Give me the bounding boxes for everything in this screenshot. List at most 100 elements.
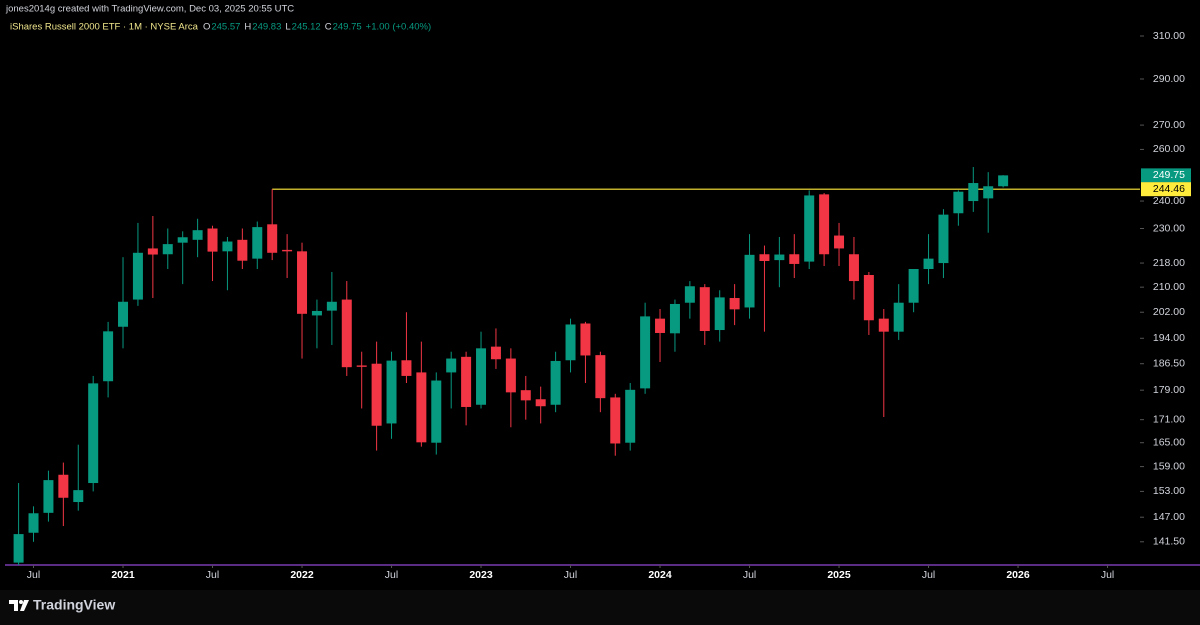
candle-body <box>401 360 412 376</box>
candle-body <box>535 399 546 407</box>
candle-body <box>297 251 308 314</box>
x-tick-label: 2024 <box>648 569 672 581</box>
candle-body <box>923 258 934 270</box>
y-tick-label: 210.00 <box>1153 281 1185 293</box>
candle-body <box>819 194 830 255</box>
y-tick-label: 179.00 <box>1153 384 1185 396</box>
x-tick-label: Jul <box>922 569 935 581</box>
candle-body <box>13 534 24 563</box>
candle-body <box>744 254 755 308</box>
candle-body <box>267 224 278 253</box>
y-tick-label: 202.00 <box>1153 306 1185 318</box>
y-tick-label: 153.00 <box>1153 485 1185 497</box>
candle-body <box>177 237 188 243</box>
x-tick-label: Jul <box>743 569 756 581</box>
y-tick-label: 230.00 <box>1153 222 1185 234</box>
candle-body <box>103 331 114 382</box>
x-tick-label: 2022 <box>290 569 314 581</box>
candle-body <box>580 323 591 356</box>
candle-body <box>446 358 457 373</box>
candle-body <box>789 254 800 264</box>
legend-field-label: O <box>203 22 210 33</box>
candle-body <box>147 248 158 255</box>
last-price-label: 249.75 <box>1153 169 1185 181</box>
reference-price-box <box>1141 182 1191 197</box>
candle-body <box>878 318 889 332</box>
last-price-box <box>1141 168 1191 183</box>
x-tick-label: 2021 <box>111 569 135 581</box>
y-tick-label: 218.00 <box>1153 257 1185 269</box>
candle-body <box>431 380 442 443</box>
legend-field-label: H <box>244 22 251 33</box>
candle-body <box>684 286 695 303</box>
candle-body <box>207 228 218 252</box>
candle-body <box>282 249 293 252</box>
candle-body <box>28 513 39 533</box>
legend-change: +1.00 (+0.40%) <box>366 22 432 33</box>
candle-body <box>505 358 516 393</box>
y-tick-label: 270.00 <box>1153 119 1185 131</box>
candle-body <box>371 363 382 426</box>
legend-field-value: 245.57 <box>211 22 240 33</box>
candle-body <box>953 191 964 214</box>
candle-body <box>461 356 472 407</box>
candle-body <box>595 355 606 399</box>
legend-title: iShares Russell 2000 ETF · 1M · NYSE Arc… <box>10 22 199 33</box>
x-tick-label: 2023 <box>469 569 493 581</box>
candle-body <box>490 346 501 360</box>
y-tick-label: 147.00 <box>1153 511 1185 523</box>
legend-field-value: 249.75 <box>333 22 362 33</box>
candle-body <box>908 269 919 303</box>
candle-body <box>58 474 69 498</box>
legend-field-label: L <box>285 22 290 33</box>
y-tick-label: 165.00 <box>1153 436 1185 448</box>
y-tick-label: 290.00 <box>1153 73 1185 85</box>
candle-body <box>893 302 904 332</box>
footer <box>0 590 1200 625</box>
candle-body <box>565 324 576 361</box>
x-tick-label: Jul <box>564 569 577 581</box>
y-tick-label: 141.50 <box>1153 536 1185 548</box>
candle-body <box>326 301 337 311</box>
candle-body <box>669 303 680 334</box>
candle-body <box>43 480 54 513</box>
brand-logo <box>9 600 29 611</box>
y-tick-label: 240.00 <box>1153 195 1185 207</box>
candle-body <box>938 214 949 264</box>
y-tick-label: 159.00 <box>1153 460 1185 472</box>
y-tick-label: 310.00 <box>1153 30 1185 42</box>
candle-body <box>162 244 173 255</box>
candle-body <box>625 389 636 443</box>
candle-body <box>118 301 129 327</box>
candle-body <box>73 490 84 503</box>
y-tick-label: 260.00 <box>1153 143 1185 155</box>
candle-body <box>356 365 367 367</box>
candle-body <box>774 254 785 261</box>
candle-body <box>863 275 874 321</box>
candle-body <box>550 360 561 405</box>
candle-body <box>998 175 1009 187</box>
candle-body <box>341 299 352 368</box>
candle-body <box>699 287 710 332</box>
candle-body <box>520 390 531 401</box>
x-tick-label: 2025 <box>827 569 851 581</box>
candle-body <box>714 297 725 331</box>
reference-price-label: 244.46 <box>1153 183 1185 195</box>
candle-body <box>804 195 815 262</box>
candle-body <box>192 230 203 240</box>
attribution: jones2014g created with TradingView.com,… <box>5 4 294 15</box>
candle-body <box>252 227 263 259</box>
x-tick-label: Jul <box>1101 569 1114 581</box>
candle-body <box>983 186 994 199</box>
candle-body <box>222 241 233 252</box>
y-tick-label: 186.50 <box>1153 357 1185 369</box>
candle-body <box>386 360 397 424</box>
candle-body <box>237 239 248 261</box>
candle-body <box>610 397 621 444</box>
candle-body <box>968 183 979 202</box>
y-tick-label: 194.00 <box>1153 332 1185 344</box>
candle-body <box>834 235 845 249</box>
